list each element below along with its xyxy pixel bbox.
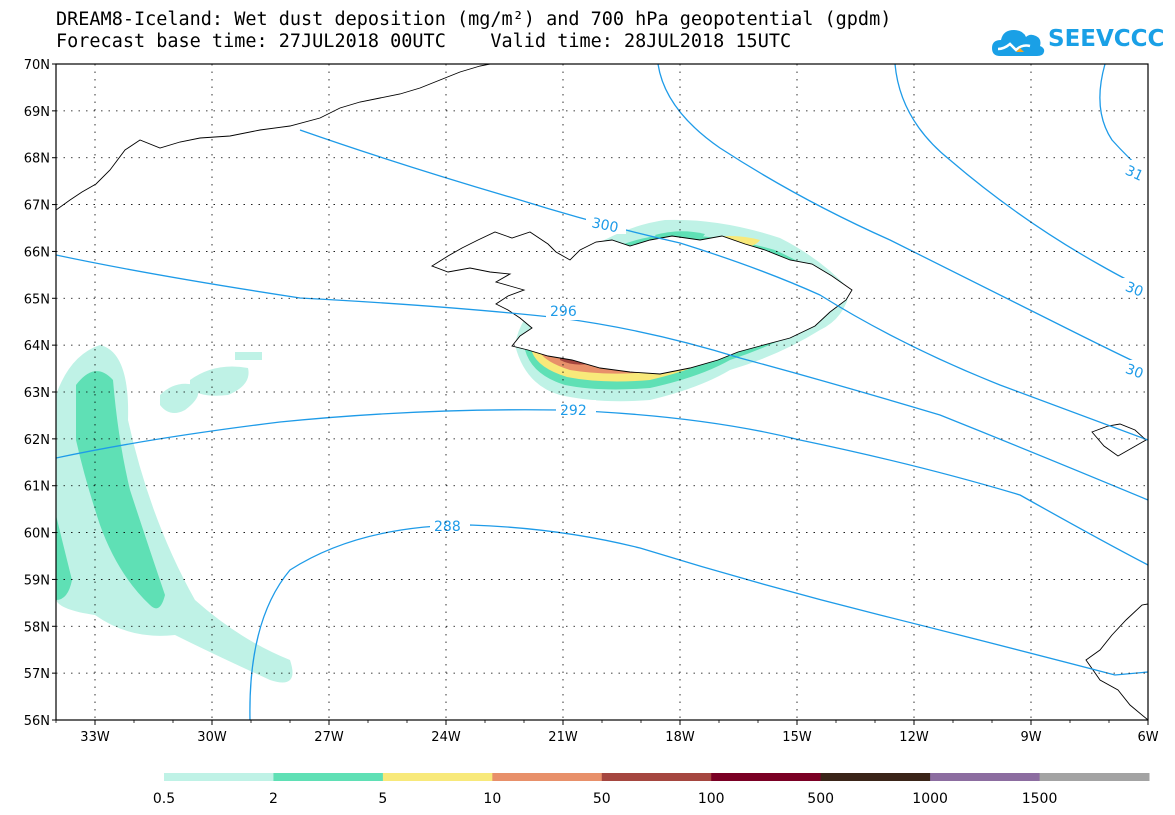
colorbar-label: 1500 <box>1022 791 1058 807</box>
lon-label: 30W <box>197 730 227 745</box>
colorbar-swatch <box>492 773 603 781</box>
coastlines <box>56 64 1148 720</box>
lat-label: 70N <box>24 58 50 73</box>
lon-label: 9W <box>1020 730 1041 745</box>
latitude-labels: 70N 69N 68N 67N 66N 65N 64N 63N 62N 61N 60N 59N 58N 5… <box>24 58 50 729</box>
colorbar-label: 50 <box>593 791 611 807</box>
contour-line-304 <box>657 64 1148 369</box>
lat-label: 66N <box>24 245 50 260</box>
contour-line-296 <box>56 254 1148 501</box>
lat-label: 58N <box>24 620 50 635</box>
contour-label: 296 <box>550 304 577 320</box>
colorbar-swatch <box>711 773 822 781</box>
colorbar-label: 1000 <box>912 791 948 807</box>
chart-subtitle: Forecast base time: 27JUL2018 00UTC Vali… <box>56 31 792 52</box>
lon-label: 18W <box>665 730 695 745</box>
geopotential-contours <box>56 64 1148 720</box>
lat-label: 62N <box>24 433 50 448</box>
lon-label: 6W <box>1137 730 1158 745</box>
seevccc-logo: SEEVCCC <box>990 22 1170 62</box>
contour-label: 292 <box>560 403 587 419</box>
lat-label: 67N <box>24 199 50 214</box>
contour-label: 31 <box>1123 163 1146 185</box>
colorbar-swatch <box>601 773 712 781</box>
colorbar: 0.5 2 5 10 50 100 500 1000 1500 <box>153 773 1150 807</box>
contour-label: 288 <box>434 519 461 535</box>
cloud-logo-icon <box>992 30 1045 56</box>
colorbar-label: 5 <box>378 791 387 807</box>
lon-label: 33W <box>80 730 110 745</box>
contour-label: 30 <box>1123 361 1145 382</box>
lat-label: 63N <box>24 386 50 401</box>
colorbar-swatch <box>273 773 384 781</box>
colorbar-label: 2 <box>269 791 278 807</box>
contour-label: 300 <box>590 215 619 236</box>
lat-label: 69N <box>24 105 50 120</box>
contour-label: 30 <box>1123 279 1146 301</box>
lat-label: 68N <box>24 152 50 167</box>
longitude-labels: 33W 30W 27W 24W 21W 18W 15W 12W 9W 6W <box>80 730 1158 745</box>
lon-label: 27W <box>314 730 344 745</box>
colorbar-swatch <box>382 773 493 781</box>
lat-label: 61N <box>24 480 50 495</box>
colorbar-swatch <box>1039 773 1150 781</box>
contour-line-300 <box>299 129 1148 441</box>
lat-label: 60N <box>24 527 50 542</box>
lat-label: 64N <box>24 339 50 354</box>
contour-line-292 <box>56 409 1148 566</box>
contour-line-312 <box>1099 64 1148 176</box>
colorbar-label: 500 <box>807 791 834 807</box>
lat-label: 59N <box>24 573 50 588</box>
contour-line-288 <box>249 524 1148 720</box>
contour-line-308 <box>894 64 1148 291</box>
axis-ticks <box>52 63 1149 725</box>
lon-label: 15W <box>782 730 812 745</box>
logo-text: SEEVCCC <box>1048 26 1165 52</box>
colorbar-swatch <box>930 773 1041 781</box>
colorbar-swatch <box>164 773 274 781</box>
lon-label: 24W <box>431 730 461 745</box>
lat-label: 57N <box>24 667 50 682</box>
colorbar-swatch <box>820 773 931 781</box>
colorbar-label: 100 <box>698 791 725 807</box>
colorbar-label: 10 <box>483 791 501 807</box>
chart-title: DREAM8-Iceland: Wet dust deposition (mg/… <box>56 9 892 30</box>
contour-labels: 300 296 292 288 31 30 30 <box>434 163 1146 535</box>
lat-label: 56N <box>24 714 50 729</box>
colorbar-label: 0.5 <box>153 791 175 807</box>
lat-label: 65N <box>24 292 50 307</box>
lon-label: 21W <box>548 730 578 745</box>
lon-label: 12W <box>899 730 929 745</box>
